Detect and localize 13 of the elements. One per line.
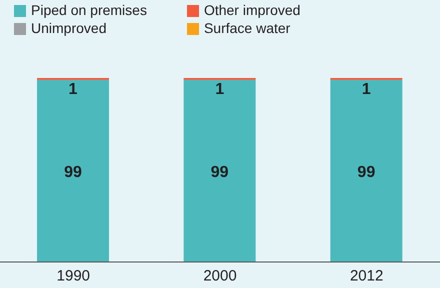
data-label: 1 xyxy=(215,80,224,98)
x-tick-label: 1990 xyxy=(56,268,90,285)
legend-label: Other improved xyxy=(204,2,300,19)
data-label: 99 xyxy=(357,164,376,181)
x-tick-label: 2000 xyxy=(203,268,237,285)
legend-label: Piped on premises xyxy=(31,2,147,19)
data-label: 1 xyxy=(362,80,371,98)
x-tick-label: 2012 xyxy=(350,268,384,285)
legend-label: Surface water xyxy=(204,20,290,37)
data-label: 1 xyxy=(68,80,78,98)
legend-label: Unimproved xyxy=(31,20,106,37)
data-label: 99 xyxy=(210,164,229,181)
data-label: 99 xyxy=(64,164,82,181)
